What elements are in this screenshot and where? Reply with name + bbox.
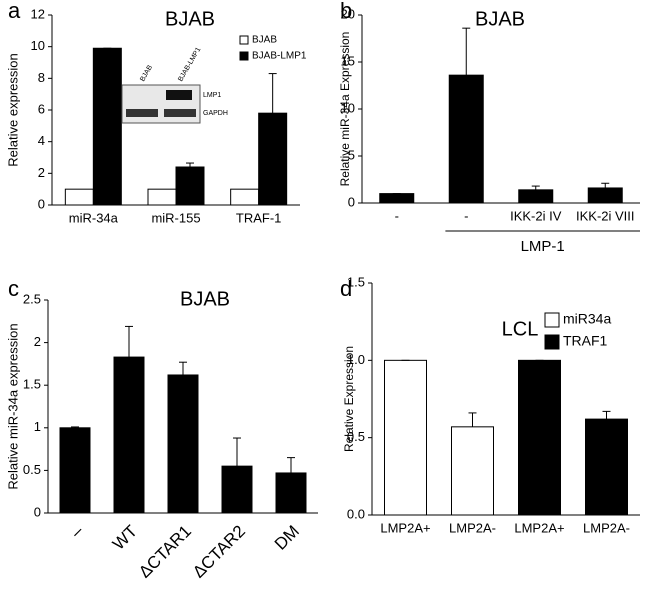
panel-letter: a — [8, 0, 21, 23]
chart-title: BJAB — [180, 288, 230, 310]
y-tick-label: 0.5 — [23, 462, 41, 477]
bar — [92, 47, 122, 206]
bar — [379, 193, 415, 204]
legend-label: TRAF1 — [563, 333, 608, 349]
inset-column-label: BJAB — [139, 64, 154, 83]
x-tick-label: LMP2A+ — [380, 520, 430, 535]
bar — [175, 166, 205, 206]
inset-row-label: LMP1 — [203, 92, 221, 99]
y-tick-label: 8 — [38, 70, 45, 85]
y-tick-label: 2 — [34, 334, 41, 349]
y-tick-label: 0 — [34, 504, 41, 519]
bar — [113, 356, 145, 514]
annotation: LMP-1 — [521, 238, 565, 255]
x-tick-label: - — [464, 208, 468, 223]
y-tick-label: 0 — [348, 194, 355, 209]
y-tick-label: 12 — [31, 6, 45, 21]
y-tick-label: 0.5 — [347, 429, 365, 444]
y-tick-label: 20 — [341, 6, 355, 21]
x-tick-label: miR-34a — [69, 210, 119, 225]
panel-letter: d — [340, 276, 352, 301]
y-axis-label: Relative expression — [5, 53, 20, 166]
bar — [64, 188, 94, 206]
blot-band — [164, 109, 196, 117]
y-tick-label: 4 — [38, 133, 45, 148]
bar — [258, 112, 288, 206]
y-tick-label: 6 — [38, 101, 45, 116]
inset-column-label: BJAB-LMP1 — [177, 46, 202, 83]
x-tick-label: LMP2A- — [583, 520, 630, 535]
chart-title: LCL — [502, 318, 539, 340]
chart-title: BJAB — [475, 8, 525, 30]
legend-label: BJAB-LMP1 — [252, 51, 307, 62]
x-tick-label: LMP2A+ — [514, 520, 564, 535]
x-tick-label: ΔCTAR1 — [135, 522, 195, 582]
y-tick-label: 2.5 — [23, 291, 41, 306]
x-tick-label: – — [67, 521, 88, 542]
bar — [59, 427, 91, 514]
x-tick-label: IKK-2i IV — [510, 208, 562, 223]
y-tick-label: 15 — [341, 53, 355, 68]
bar — [384, 359, 427, 516]
x-tick-label: LMP2A- — [449, 520, 496, 535]
x-tick-label: ΔCTAR2 — [189, 522, 249, 582]
x-tick-label: IKK-2i VIII — [576, 208, 635, 223]
blot-band — [166, 90, 192, 100]
y-tick-label: 0 — [38, 196, 45, 211]
y-tick-label: 1 — [34, 419, 41, 434]
bar — [221, 465, 253, 514]
y-tick-label: 1.5 — [347, 274, 365, 289]
y-tick-label: 1.5 — [23, 377, 41, 392]
x-tick-label: TRAF-1 — [236, 210, 282, 225]
legend-swatch — [544, 334, 560, 350]
bar — [585, 418, 628, 516]
bar — [451, 426, 494, 516]
legend-swatch — [544, 312, 560, 328]
x-tick-label: - — [395, 208, 399, 223]
legend-label: BJAB — [252, 35, 277, 46]
y-axis-label: Relative miR-34a Expression — [338, 32, 352, 187]
bar — [448, 74, 484, 204]
bar — [275, 472, 307, 514]
bar — [518, 189, 554, 204]
x-tick-label: DM — [271, 522, 303, 554]
chart-title: BJAB — [165, 8, 215, 30]
bar — [167, 374, 199, 514]
y-axis-label: Relative Expression — [342, 346, 356, 452]
y-tick-label: 1.0 — [347, 352, 365, 367]
panel-letter: c — [8, 276, 19, 301]
y-axis-label: Relative miR-34a expression — [5, 323, 20, 489]
panel-letter: b — [340, 0, 352, 23]
legend-swatch — [239, 35, 249, 45]
bar — [587, 187, 623, 204]
inset-row-label: GAPDH — [203, 110, 228, 117]
legend-swatch — [239, 51, 249, 61]
x-tick-label: WT — [109, 522, 141, 554]
blot-band — [126, 109, 158, 117]
legend-label: miR34a — [563, 311, 611, 327]
y-tick-label: 2 — [38, 165, 45, 180]
bar — [147, 188, 177, 206]
y-tick-label: 10 — [341, 100, 355, 115]
bar — [230, 188, 260, 206]
x-tick-label: miR-155 — [151, 210, 200, 225]
y-tick-label: 5 — [348, 147, 355, 162]
bar — [518, 359, 561, 516]
y-tick-label: 0.0 — [347, 506, 365, 521]
y-tick-label: 10 — [31, 38, 45, 53]
